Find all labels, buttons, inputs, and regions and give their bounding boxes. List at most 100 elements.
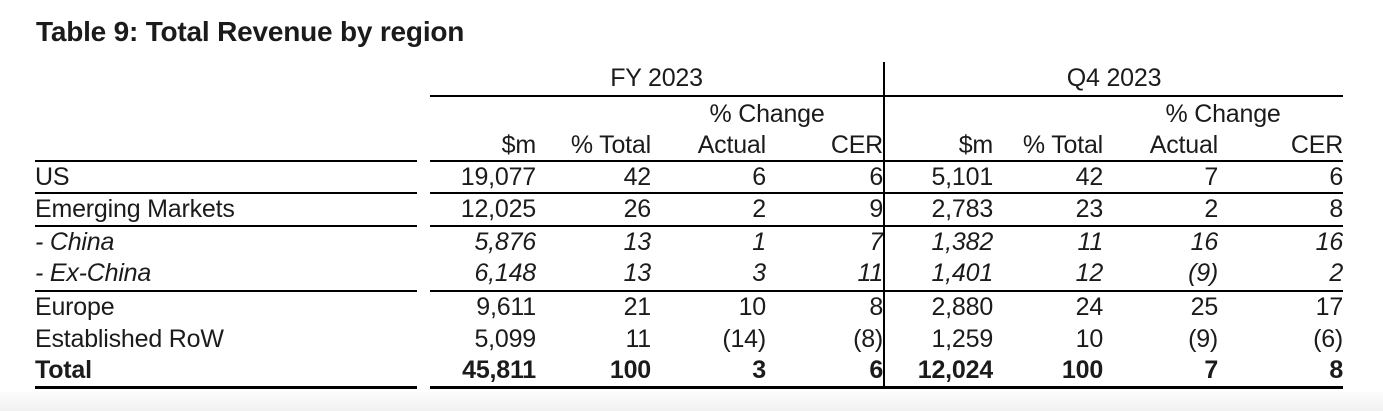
q4-dollars-cell: 2,880 — [883, 290, 994, 323]
gap-cell — [417, 355, 430, 387]
q4-pct-total-cell: 11 — [1077, 227, 1104, 256]
table-row-china: - China 5,876 13 1 7 1,382 11 16 16 — [35, 225, 1344, 259]
q4-pct-total-cell: 23 — [993, 193, 1104, 227]
spacer-cell — [35, 96, 430, 131]
fy-cer-cell: 9 — [766, 193, 885, 227]
q4-cer-cell: 8 — [1218, 193, 1344, 227]
q4-actual-cell: (9) — [1188, 324, 1219, 353]
fy-actual-cell: 10 — [738, 292, 766, 321]
q4-cer-cell: 16 — [1315, 227, 1344, 256]
fy-dollars-header: $m — [430, 131, 536, 162]
q4-pct-total-cell: 42 — [993, 161, 1104, 195]
gap-cell — [417, 226, 430, 258]
table-header: FY 2023 Q4 2023 % Change % Change $m % T… — [35, 62, 1344, 162]
gap-cell — [417, 193, 430, 225]
region-label: - China — [35, 227, 115, 256]
gap-cell — [417, 291, 430, 323]
fy-pct-total-cell: 42 — [536, 161, 651, 195]
region-label: US — [35, 161, 417, 195]
q4-dollars-cell: 1,382 — [883, 225, 994, 259]
fy-actual-cell: 3 — [651, 355, 766, 390]
change-header-row: % Change % Change — [35, 96, 1343, 131]
column-header-row: $m % Total Actual CER $m % Total Actual … — [35, 131, 1344, 162]
fy-change-header: % Change — [709, 99, 825, 128]
fy-cer-cell: 11 — [766, 258, 885, 292]
region-label: Europe — [35, 292, 115, 321]
spacer-cell — [35, 62, 430, 96]
gap-cell — [417, 258, 430, 290]
q42023-section-header: Q4 2023 — [883, 62, 1344, 97]
gap-cell — [417, 323, 430, 355]
q4-actual-cell: 7 — [1103, 355, 1219, 390]
fy-dollars-cell: 5,099 — [474, 324, 536, 353]
fy-pct-total-header: % Total — [536, 131, 651, 162]
table-row-ex-china: - Ex-China 6,148 13 3 11 1,401 12 (9) 2 — [35, 258, 1344, 292]
fy-pct-total-cell: 21 — [623, 292, 651, 321]
region-label: Emerging Markets — [35, 193, 417, 227]
q4-pct-total-cell: 100 — [993, 355, 1104, 390]
table-title: Table 9: Total Revenue by region — [36, 16, 465, 47]
q4-dollars-cell: 1,401 — [883, 258, 994, 292]
q4-dollars-cell: 1,259 — [883, 322, 994, 356]
q4-cer-cell: 8 — [1218, 355, 1344, 390]
fy-dollars-cell: 5,876 — [474, 227, 536, 256]
q4-cer-cell: 2 — [1218, 258, 1344, 292]
fy-cer-header: CER — [766, 131, 885, 162]
region-label: - Ex-China — [35, 258, 417, 292]
table-row-total: Total 45,811 100 3 6 12,024 100 7 8 — [35, 355, 1344, 390]
fy-actual-cell: 6 — [651, 161, 766, 195]
gap-cell — [417, 161, 430, 193]
section-header-row: FY 2023 Q4 2023 — [35, 62, 1344, 97]
table-row-established-row: Established RoW 5,099 11 (14) (8) 1,259 … — [35, 322, 1344, 356]
spacer-cell — [35, 131, 417, 162]
q4-dollars-cell: 2,783 — [883, 193, 994, 227]
spacer-cell — [883, 96, 1104, 131]
q4-pct-total-cell: 10 — [1075, 324, 1104, 353]
q4-cer-cell: (6) — [1313, 324, 1344, 353]
q4-actual-cell: (9) — [1103, 258, 1219, 292]
fy-dollars-cell: 19,077 — [430, 161, 536, 195]
page-edge — [0, 392, 1383, 411]
q4-actual-header: Actual — [1103, 131, 1219, 162]
q4-cer-cell: 17 — [1315, 292, 1344, 321]
gap-cell — [417, 131, 430, 161]
fy-cer-cell: 7 — [869, 227, 884, 256]
fy-actual-header: Actual — [651, 131, 766, 162]
revenue-by-region-table: FY 2023 Q4 2023 % Change % Change $m % T… — [35, 62, 1344, 390]
fy-actual-cell: (14) — [722, 324, 766, 353]
q4-actual-cell: 25 — [1190, 292, 1219, 321]
q4-pct-total-header: % Total — [993, 131, 1104, 162]
q4-actual-cell: 2 — [1103, 193, 1219, 227]
q4-cer-header: CER — [1218, 131, 1344, 162]
q4-change-header: % Change — [1165, 99, 1281, 128]
q4-dollars-header: $m — [883, 131, 994, 162]
fy-cer-cell: 6 — [766, 161, 885, 195]
region-label: Total — [35, 355, 417, 390]
fy-pct-total-cell: 11 — [625, 324, 651, 353]
fy-actual-cell: 1 — [752, 227, 766, 256]
q4-dollars-cell: 5,101 — [883, 161, 994, 195]
fy-actual-cell: 2 — [651, 193, 766, 227]
fy2023-section-header: FY 2023 — [430, 62, 885, 97]
fy-pct-total-cell: 26 — [536, 193, 651, 227]
fy-cer-cell: 8 — [869, 292, 884, 321]
q4-actual-cell: 7 — [1103, 161, 1219, 195]
q4-cer-cell: 6 — [1218, 161, 1344, 195]
table-row-emerging-markets: Emerging Markets 12,025 26 2 9 2,783 23 … — [35, 193, 1344, 227]
table-body: US 19,077 42 6 6 5,101 42 7 6 Emerging M… — [35, 161, 1344, 390]
region-label: Established RoW — [35, 324, 224, 353]
table-row-us: US 19,077 42 6 6 5,101 42 7 6 — [35, 161, 1344, 195]
fy-dollars-cell: 12,025 — [430, 193, 536, 227]
fy-cer-cell: 6 — [766, 355, 885, 390]
q4-actual-cell: 16 — [1190, 227, 1219, 256]
q4-pct-total-cell: 12 — [993, 258, 1104, 292]
fy-dollars-cell: 6,148 — [430, 258, 536, 292]
fy-pct-total-cell: 13 — [623, 227, 651, 256]
fy-pct-total-cell: 100 — [536, 355, 651, 390]
fy-pct-total-cell: 13 — [536, 258, 651, 292]
fy-cer-cell: (8) — [853, 324, 884, 353]
spacer-cell — [430, 96, 651, 131]
fy-dollars-cell: 45,811 — [430, 355, 536, 390]
fy-actual-cell: 3 — [651, 258, 766, 292]
